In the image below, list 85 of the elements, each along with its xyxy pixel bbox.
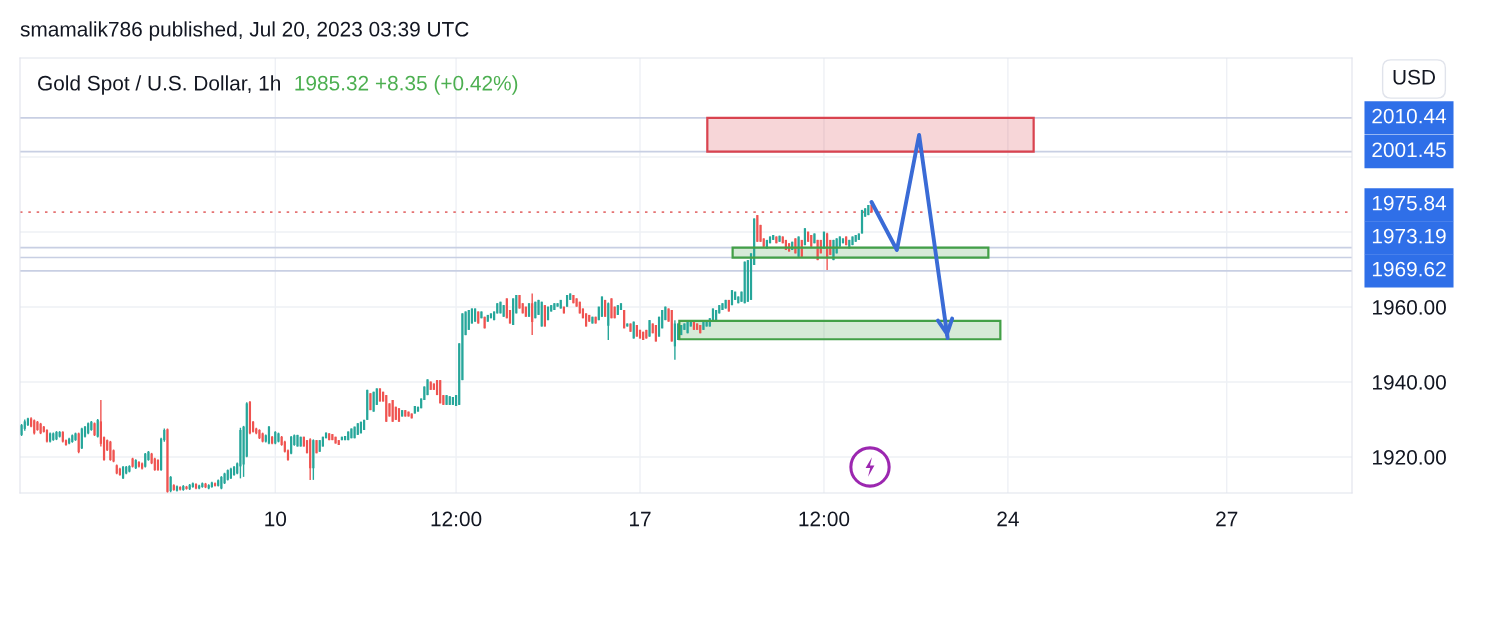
candlestick xyxy=(632,320,635,340)
candlestick xyxy=(299,436,302,448)
candlestick xyxy=(851,235,854,246)
candlestick xyxy=(721,302,724,311)
x-tick-label: 12:00 xyxy=(431,511,482,527)
candlestick xyxy=(128,464,131,474)
x-tick-label: 27 xyxy=(1216,511,1238,527)
ref-line-label: 2010.44 xyxy=(1372,108,1447,124)
candlestick xyxy=(93,421,96,437)
y-tick-label: 1920.00 xyxy=(1373,450,1446,465)
candlestick xyxy=(648,319,651,338)
candlestick xyxy=(543,304,546,328)
ref-line-label: 1973.19 xyxy=(1372,228,1446,244)
candlestick xyxy=(870,202,873,213)
candlestick xyxy=(258,428,261,440)
candlestick xyxy=(467,309,470,331)
candlestick xyxy=(813,232,816,244)
candlestick xyxy=(683,322,686,331)
candlestick xyxy=(645,329,648,340)
ref-line-label: 2001.45 xyxy=(1372,142,1446,158)
y-tick-label: 1940.00 xyxy=(1373,375,1446,390)
candlestick xyxy=(534,301,537,319)
text: 1985.32 +8.35 (+0.42%) xyxy=(295,75,518,95)
candlestick xyxy=(315,439,318,454)
candlestick xyxy=(518,294,521,310)
candlestick xyxy=(55,430,58,441)
candlestick xyxy=(778,235,781,243)
ref-line-label: 1969.62 xyxy=(1372,261,1446,277)
ref-line-label: 1975.84 xyxy=(1372,195,1447,211)
candlestick xyxy=(372,391,375,413)
candlestick xyxy=(610,297,613,319)
candlestick xyxy=(71,433,74,444)
candlestick xyxy=(404,409,407,418)
candlestick xyxy=(756,214,759,243)
candlestick xyxy=(58,430,61,439)
candlestick xyxy=(131,457,134,469)
candlestick xyxy=(20,423,23,437)
candlestick xyxy=(591,316,594,325)
candlestick xyxy=(775,235,778,244)
x-tick-label: 12:00 xyxy=(799,511,850,527)
candlestick xyxy=(369,392,372,411)
candlestick xyxy=(480,310,483,319)
candlestick xyxy=(572,294,575,304)
x-tick-label: 17 xyxy=(630,511,651,527)
candlestick xyxy=(854,234,857,243)
candlestick xyxy=(407,410,410,418)
candlestick xyxy=(531,292,534,336)
candlestick xyxy=(334,436,337,445)
text: Gold Spot / U.S. Dollar, 1h xyxy=(38,75,280,95)
candlestick xyxy=(296,434,299,448)
candlestick xyxy=(502,304,505,318)
x-tick-label: 24 xyxy=(997,511,1019,527)
candlestick xyxy=(607,301,610,341)
candlestick xyxy=(629,322,632,333)
y-tick-label: 1960.00 xyxy=(1373,300,1446,315)
candlestick xyxy=(223,472,226,485)
candlestick xyxy=(204,482,207,489)
candlestick xyxy=(867,204,870,216)
line-series xyxy=(869,132,950,341)
candlestick xyxy=(556,302,559,308)
candlestick xyxy=(350,427,353,439)
candlestick xyxy=(353,425,356,439)
x-tick-label: 10 xyxy=(265,511,287,527)
candlestick xyxy=(391,399,394,423)
candlestick xyxy=(77,431,80,454)
candlestick xyxy=(594,316,597,325)
text: smamalik786 published, Jul 20, 2023 03:39 UTC xyxy=(20,21,469,41)
candlestick xyxy=(277,431,280,444)
candlestick xyxy=(499,301,502,315)
candlestick xyxy=(445,394,448,406)
y-axis-title: USD xyxy=(1393,69,1435,85)
candlestick xyxy=(74,431,77,442)
candlestick xyxy=(261,431,264,444)
candlestick xyxy=(239,427,242,480)
candlestick xyxy=(702,320,705,331)
candlestick xyxy=(331,433,334,441)
candlestick xyxy=(201,481,204,489)
candlestick xyxy=(166,427,169,493)
candlestick xyxy=(686,320,689,334)
candlestick xyxy=(737,295,740,304)
candlestick xyxy=(36,420,39,432)
candlestick xyxy=(185,485,188,491)
candlestick xyxy=(426,378,429,396)
candlestick xyxy=(312,438,315,481)
candlestick xyxy=(553,302,556,311)
